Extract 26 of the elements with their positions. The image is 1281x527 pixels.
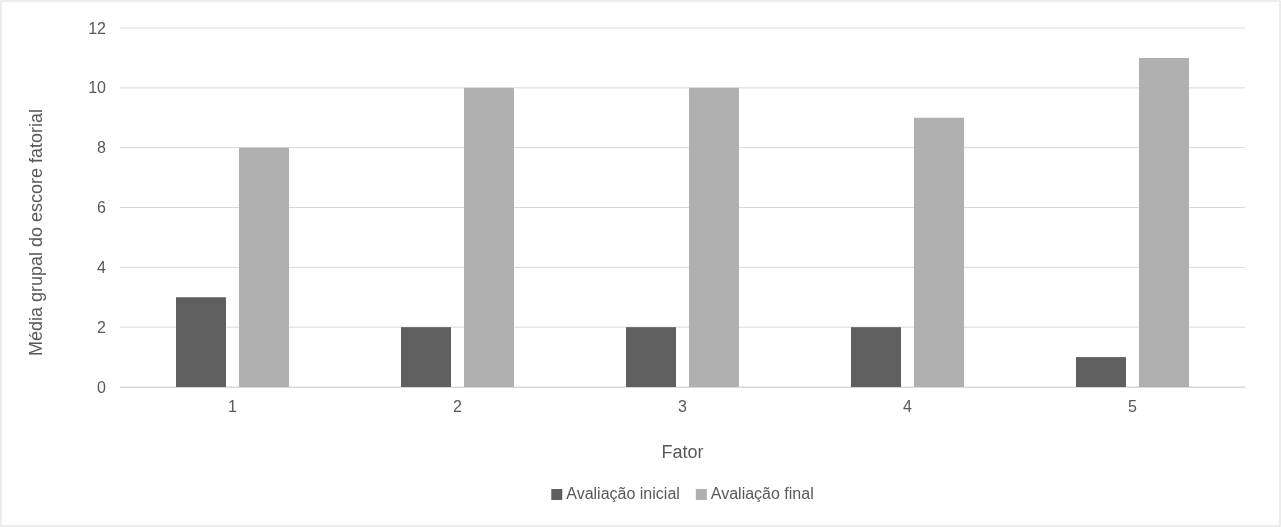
bar: [689, 87, 739, 387]
x-axis-title: Fator: [661, 442, 704, 462]
y-tick-label: 4: [97, 258, 107, 276]
bar: [401, 327, 451, 387]
bar: [464, 87, 514, 387]
legend-label: Avaliação inicial: [566, 485, 680, 502]
bar: [1139, 57, 1189, 387]
y-tick-label: 6: [97, 199, 107, 217]
bar: [626, 327, 676, 387]
bar: [1076, 357, 1126, 387]
bar: [176, 297, 226, 387]
y-tick-label: 8: [97, 139, 107, 157]
x-tick-label: 3: [678, 398, 688, 416]
x-tick-label: 4: [903, 398, 913, 416]
bar: [914, 117, 964, 387]
y-tick-label: 12: [88, 19, 107, 37]
x-tick-label: 2: [453, 398, 463, 416]
x-tick-label: 1: [228, 398, 238, 416]
bar: [239, 147, 289, 387]
bar: [851, 327, 901, 387]
x-tick-label: 5: [1128, 398, 1138, 416]
y-tick-label: 2: [97, 318, 107, 336]
y-tick-label: 10: [88, 79, 107, 97]
y-tick-label: 0: [97, 378, 107, 396]
y-axis-title: Média grupal do escore fatorial: [26, 108, 46, 357]
legend-label: Avaliação final: [710, 485, 814, 502]
